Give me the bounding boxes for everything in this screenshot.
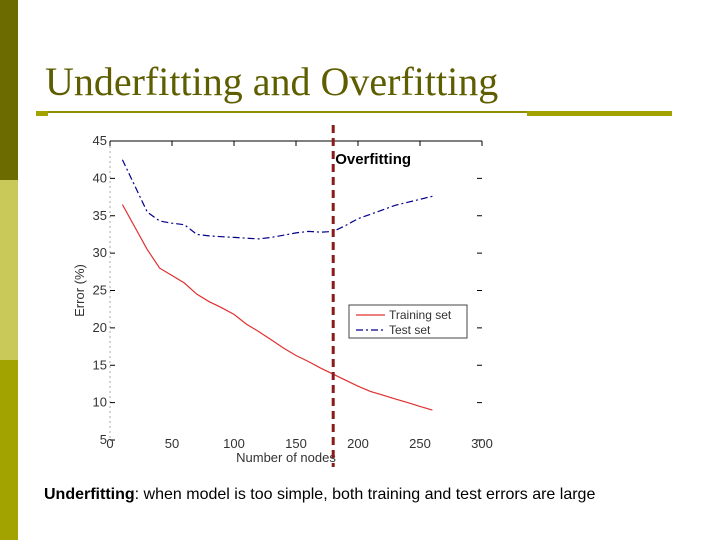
x-tick-label: 300 bbox=[471, 436, 493, 451]
title-underline-accent-right bbox=[527, 111, 672, 116]
y-tick-label: 30 bbox=[93, 245, 107, 260]
x-tick-label: 50 bbox=[165, 436, 179, 451]
slide-title: Underfitting and Overfitting bbox=[45, 59, 499, 104]
y-axis-label: Error (%) bbox=[72, 264, 87, 317]
series-line-test bbox=[121, 159, 433, 240]
legend-box bbox=[348, 304, 468, 339]
y-tick-label: 20 bbox=[93, 320, 107, 335]
y-tick-label: 15 bbox=[93, 357, 107, 372]
y-tick-label: 45 bbox=[93, 133, 107, 148]
legend-label: Training set bbox=[389, 308, 452, 322]
x-tick-label: 100 bbox=[223, 436, 245, 451]
y-tick-label: 35 bbox=[93, 208, 107, 223]
accent-bar-bottom bbox=[0, 360, 18, 540]
y-tick-label: 40 bbox=[93, 170, 107, 185]
y-tick-label: 5 bbox=[100, 432, 107, 447]
accent-bar-middle bbox=[0, 180, 18, 360]
accent-bar-top bbox=[0, 0, 18, 180]
caption-term: Underfitting bbox=[44, 486, 135, 503]
legend-label: Test set bbox=[389, 323, 431, 337]
caption-text: : when model is too simple, both trainin… bbox=[134, 486, 596, 503]
error-chart: 5 10 15 20 25 30 35 40 45 0 50 100 150 200 250 300 Numbe… bbox=[72, 125, 493, 467]
x-axis-label: Number of nodes bbox=[236, 450, 336, 465]
y-tick-label: 10 bbox=[93, 395, 107, 410]
slide-caption: Underfitting: when model is too simple, … bbox=[44, 486, 704, 504]
title-underline bbox=[36, 111, 576, 113]
x-tick-label: 250 bbox=[409, 436, 431, 451]
x-tick-label: 0 bbox=[106, 436, 113, 451]
x-tick-label: 150 bbox=[285, 436, 307, 451]
y-tick-label: 25 bbox=[93, 283, 107, 298]
title-underline-accent-left bbox=[36, 111, 48, 116]
series-line-training bbox=[121, 204, 433, 411]
x-tick-label: 200 bbox=[347, 436, 369, 451]
overfitting-annotation: Overfitting bbox=[335, 151, 411, 168]
